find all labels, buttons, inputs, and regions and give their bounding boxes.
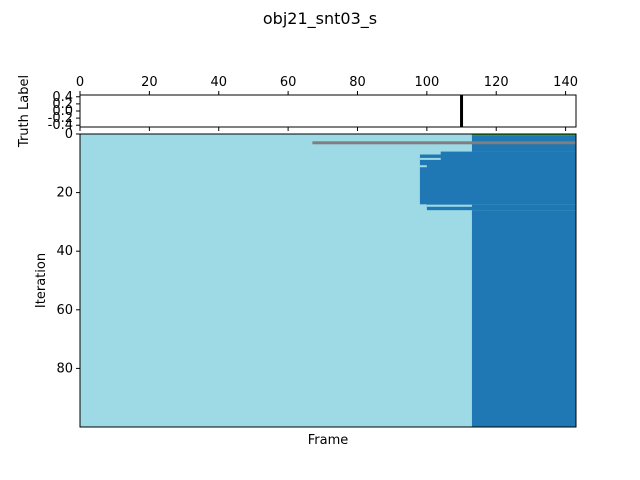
heatmap-dark-speck	[471, 232, 476, 235]
heatmap-region	[426, 204, 576, 211]
heatmap-region	[419, 154, 576, 205]
heatmap-dark-speck	[471, 212, 483, 215]
heatmap-region	[440, 151, 576, 155]
top-x-tick-label: 120	[484, 75, 509, 90]
truth-label-axes: 0 20 40 60 80 100 120 140 -0.4-0.20.00.20.4 Tru…	[17, 75, 578, 148]
iteration-axis-title: Iteration	[34, 253, 49, 308]
iteration-heatmap-axes: 0 20 40 60 80 Iteration Frame	[34, 127, 577, 448]
truth-label-axis-title: Truth Label	[17, 75, 32, 148]
iteration-y-ticks: 0 20 40 60 80	[56, 127, 80, 376]
truth-label-y-ticks: -0.4-0.20.00.20.4	[48, 90, 80, 133]
iteration-y-tick-label: 60	[56, 303, 73, 318]
heatmap-frame	[79, 133, 577, 428]
top-x-tick-label: 80	[349, 75, 366, 90]
truth-y-tick-label: -0.4	[48, 118, 73, 133]
top-x-tick-label: 60	[280, 75, 297, 90]
heatmap-cells	[80, 134, 576, 427]
truth-y-tick-label: 0.0	[52, 104, 73, 119]
top-x-ticks: 0 20 40 60 80 100 120 140	[76, 75, 578, 131]
chart-title: obj21_snt03_s	[263, 9, 377, 29]
truth-y-tick-label: 0.2	[52, 97, 73, 112]
heatmap-light-stripe	[419, 157, 441, 160]
frame-axis-title: Frame	[308, 433, 349, 448]
top-x-tick-label: 20	[141, 75, 158, 90]
top-x-tick-label: 40	[210, 75, 227, 90]
heatmap-region	[471, 210, 576, 427]
heatmap-label-band	[471, 134, 576, 136]
heatmap-light-stripe	[426, 204, 472, 207]
iteration-y-tick-label: 20	[56, 186, 73, 201]
iteration-y-tick-label: 0	[65, 127, 73, 142]
truth-y-tick-label: -0.2	[48, 111, 73, 126]
top-x-tick-label: 140	[553, 75, 578, 90]
heatmap-light-stripe	[419, 165, 427, 168]
iteration-y-tick-label: 40	[56, 244, 73, 259]
iteration-y-tick-label: 80	[56, 361, 73, 376]
truth-label-frame	[79, 94, 577, 128]
truth-y-tick-label: 0.4	[52, 90, 73, 105]
heatmap-gray-bar	[312, 141, 576, 145]
top-x-tick-label: 100	[414, 75, 439, 90]
top-x-tick-label: 0	[76, 75, 84, 90]
